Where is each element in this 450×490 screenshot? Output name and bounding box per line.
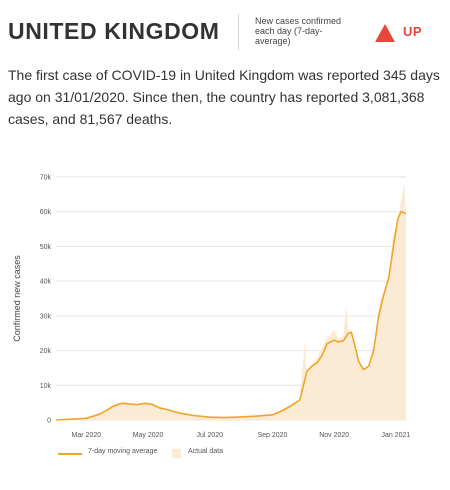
cases-chart: 0 10k 20k 30k 40k 50k 60k 70k Mar 2020 May 2020 J… xyxy=(12,175,411,440)
x-tick-label: Jan 2021 xyxy=(381,432,410,439)
y-tick-layer: 0 10k 20k 30k 40k 50k 60k 70k xyxy=(40,175,52,425)
trend-up-icon xyxy=(375,24,395,42)
header: UNITED KINGDOM New cases confirmed each … xyxy=(0,0,450,60)
x-tick-label: Mar 2020 xyxy=(72,432,102,439)
y-tick-label: 50k xyxy=(40,244,52,251)
y-axis-label: Confirmed new cases xyxy=(12,255,22,342)
y-tick-label: 10k xyxy=(40,383,52,390)
actual-data-area xyxy=(56,183,406,420)
x-tick-label: May 2020 xyxy=(133,432,164,439)
legend-label-actual: Actual data xyxy=(188,448,224,455)
line-layer xyxy=(55,210,407,421)
x-tick-label: Nov 2020 xyxy=(319,432,349,439)
header-divider xyxy=(238,14,239,50)
legend-label-average: 7-day moving average xyxy=(88,448,158,455)
summary-text: The first case of COVID-19 in United Kin… xyxy=(8,67,440,127)
trend-label: UP xyxy=(403,24,423,39)
x-tick-label: Jul 2020 xyxy=(197,432,224,439)
y-tick-label: 60k xyxy=(40,209,52,216)
area-layer xyxy=(56,183,406,420)
y-tick-label: 70k xyxy=(40,175,52,182)
legend-area-swatch xyxy=(172,449,181,458)
y-tick-label: 40k xyxy=(40,279,52,286)
grid-layer xyxy=(56,176,406,421)
legend-line-swatch xyxy=(58,453,82,455)
metric-label: New cases confirmed each day (7-day-aver… xyxy=(255,16,342,46)
moving-average-line xyxy=(55,210,407,421)
y-tick-label: 20k xyxy=(40,348,52,355)
y-tick-label: 0 xyxy=(47,418,51,425)
country-title: UNITED KINGDOM xyxy=(8,18,220,44)
x-tick-label: Sep 2020 xyxy=(257,432,287,439)
y-tick-label: 30k xyxy=(40,313,52,320)
x-tick-layer: Mar 2020 May 2020 Jul 2020 Sep 2020 Nov 2020… xyxy=(72,432,411,439)
